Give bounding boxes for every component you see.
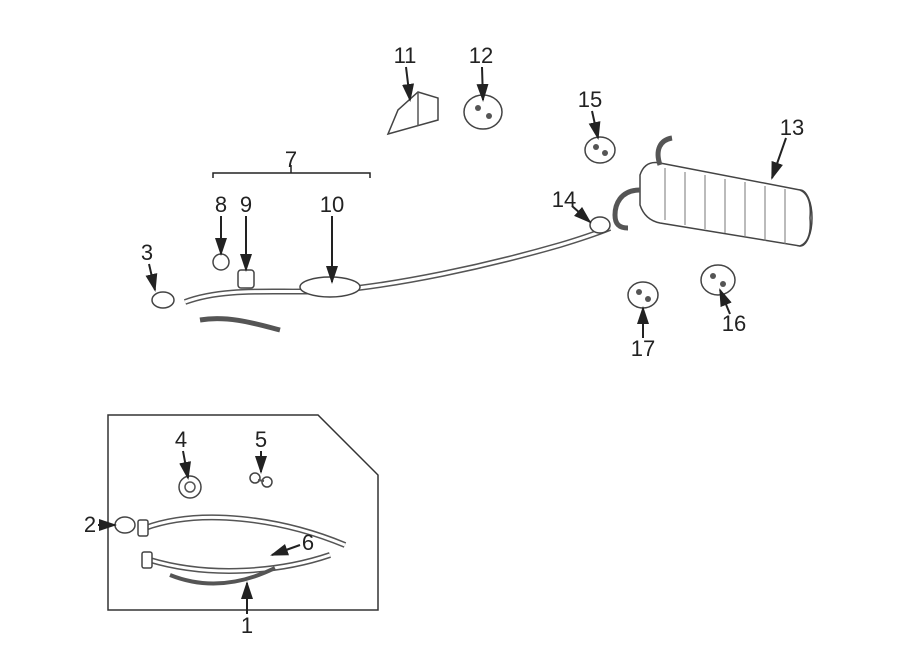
parts-diagram-svg <box>0 0 900 661</box>
intermediate-pipe-highlight <box>185 228 610 302</box>
label-3: 3 <box>141 240 153 266</box>
label-17: 17 <box>631 336 655 362</box>
callout-arrows <box>98 67 786 614</box>
gasket-2 <box>115 517 135 533</box>
label-15: 15 <box>578 87 602 113</box>
hanger-16 <box>701 265 735 295</box>
label-8: 8 <box>215 192 227 218</box>
flange-9 <box>238 270 254 288</box>
label-14: 14 <box>552 187 576 213</box>
label-7: 7 <box>285 147 297 173</box>
label-12: 12 <box>469 43 493 69</box>
label-1: 1 <box>241 613 253 639</box>
gasket-14 <box>590 217 610 233</box>
intermediate-pipe-branch <box>200 319 280 330</box>
gasket-3 <box>152 292 174 308</box>
hanger-17 <box>628 282 658 308</box>
label-4: 4 <box>175 427 187 453</box>
label-11: 11 <box>394 43 417 69</box>
clamp-4 <box>179 476 201 498</box>
muffler <box>615 138 812 246</box>
label-5: 5 <box>255 427 267 453</box>
label-2: 2 <box>84 512 96 538</box>
label-10: 10 <box>320 192 344 218</box>
label-13: 13 <box>780 115 804 141</box>
hanger-15 <box>585 137 615 163</box>
hanger-8 <box>213 254 229 270</box>
label-6: 6 <box>302 530 314 556</box>
hanger-12 <box>464 95 502 129</box>
catalytic-converter <box>300 277 360 297</box>
label-16: 16 <box>722 311 746 337</box>
bracket-11 <box>388 92 438 134</box>
bolt-5 <box>250 473 272 487</box>
label-9: 9 <box>240 192 252 218</box>
